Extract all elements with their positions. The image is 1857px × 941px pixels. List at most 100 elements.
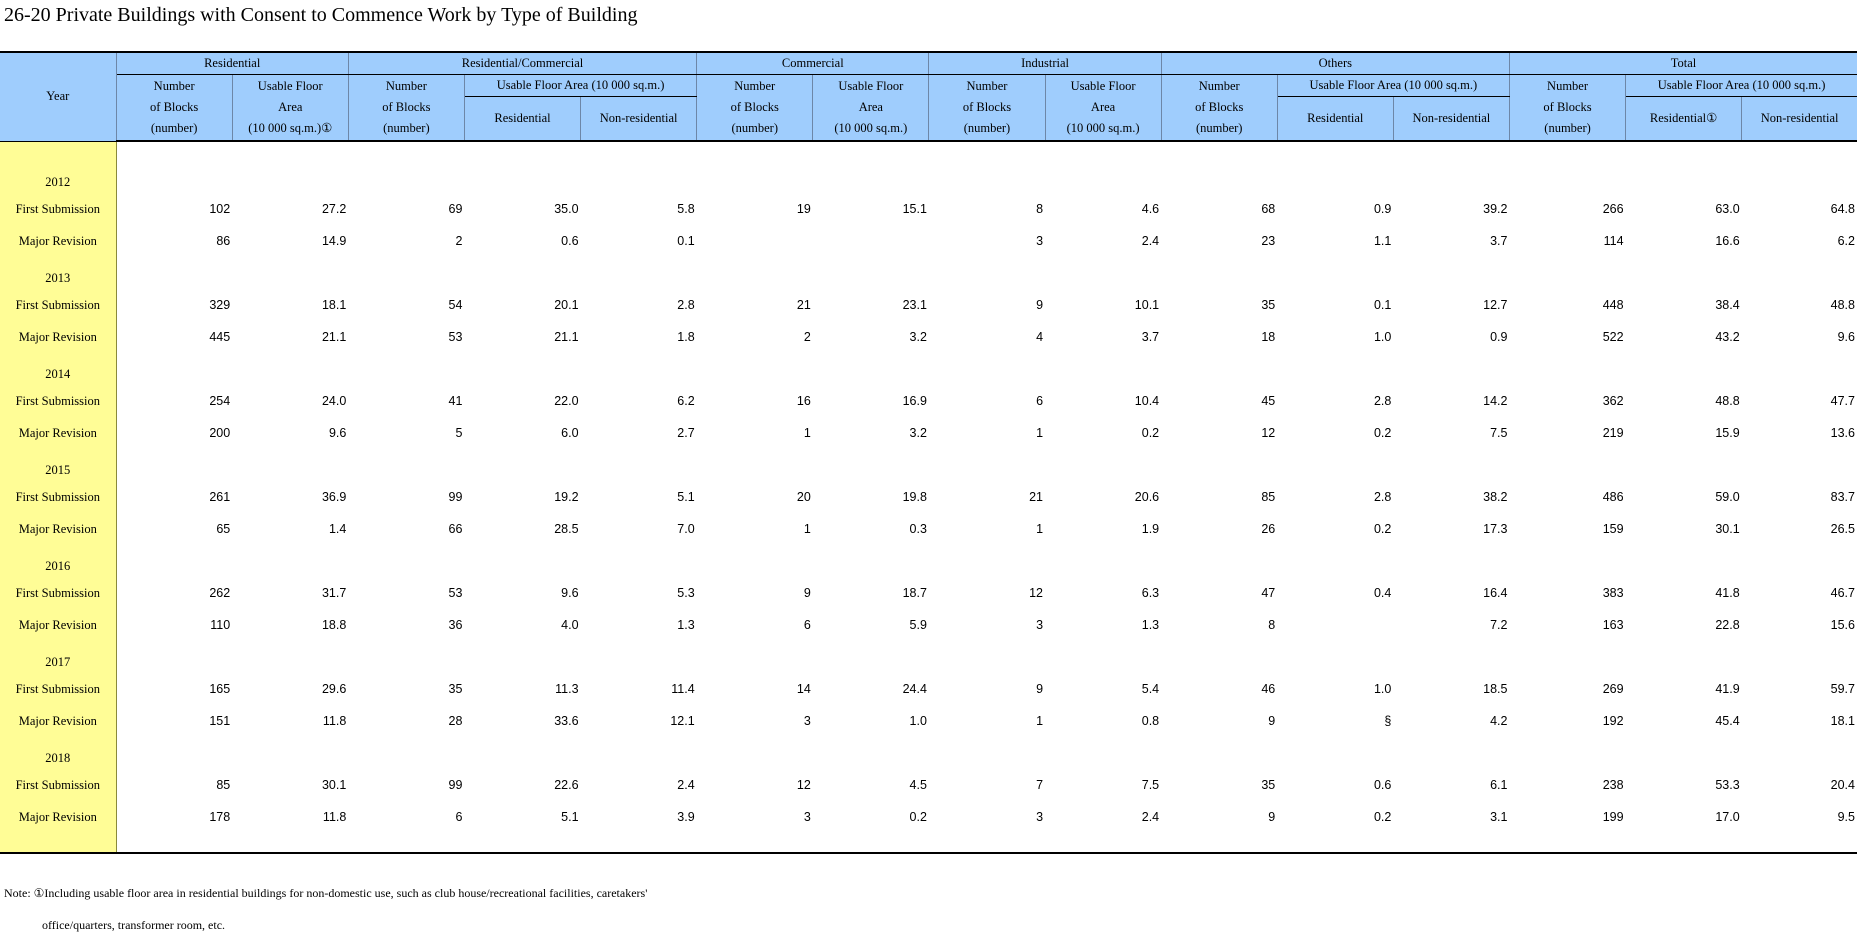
table-cell: 5.1: [677, 490, 695, 504]
table-cell: 7.0: [677, 522, 695, 536]
table-cell: 1.9: [1141, 522, 1160, 536]
table-cell: 6: [455, 810, 463, 824]
table-cell: 11.8: [322, 714, 347, 728]
header-group-others: Others: [1161, 51, 1510, 75]
table-cell: 0.2: [1373, 426, 1392, 440]
table-cell: 35.0: [554, 202, 579, 216]
table-cell: 54: [448, 298, 463, 312]
table-cell: 20.6: [1134, 490, 1160, 504]
table-cell: 41.8: [1715, 586, 1740, 600]
header-residential: Residential: [1277, 96, 1394, 142]
table-cell: 1.1: [1373, 234, 1392, 248]
table-cell: 445: [209, 330, 231, 344]
table-cell: 159: [1602, 522, 1624, 536]
table-cell: 102: [209, 202, 231, 216]
table-cell: 14: [796, 682, 811, 696]
table-cell: 53: [448, 330, 463, 344]
table-cell: 33.6: [554, 714, 579, 728]
table-row: Major Revision 86 14.9 2 0.6 0.1 3 2.4 23 1.1 3.7 1…: [0, 225, 1857, 257]
table-cell: 2.4: [1141, 234, 1160, 248]
table-cell: 21.1: [554, 330, 579, 344]
table-cell: 14.2: [1483, 394, 1508, 408]
row-label: First Submission: [0, 673, 117, 705]
table-cell: 3.7: [1490, 234, 1508, 248]
table-cell: 64.8: [1830, 202, 1855, 216]
table-cell: 85: [216, 778, 231, 792]
year-row: 2018: [0, 737, 1857, 769]
header-usable-span: Usable Floor Area (10 000 sq.m.): [1277, 74, 1510, 97]
row-label: Major Revision: [0, 705, 117, 737]
table-cell: 266: [1602, 202, 1624, 216]
spacer-row: [0, 833, 1857, 854]
header-usable-area: Usable Floor Area (10 000 sq.m.): [1045, 74, 1162, 142]
table-cell: 35: [1261, 298, 1276, 312]
table-cell: 18: [1261, 330, 1276, 344]
table-cell: 151: [209, 714, 231, 728]
table-cell: 12.7: [1483, 298, 1508, 312]
table-row: Major Revision 445 21.1 53 21.1 1.8 2 3.2 4 3.7 18…: [0, 321, 1857, 353]
table-cell: 12: [1261, 426, 1276, 440]
table-cell: 16: [796, 394, 811, 408]
table-cell: 99: [448, 778, 463, 792]
table-cell: 85: [1261, 490, 1276, 504]
table-cell: 0.2: [1373, 810, 1392, 824]
table-cell: 36.9: [321, 490, 347, 504]
table-cell: 21.1: [321, 330, 347, 344]
table-cell: 8: [1268, 618, 1276, 632]
table-cell: 13.6: [1830, 426, 1855, 440]
table-cell: 3: [803, 714, 811, 728]
table-cell: 12: [796, 778, 811, 792]
page-title: 26-20 Private Buildings with Consent to …: [4, 4, 638, 26]
row-label: First Submission: [0, 481, 117, 513]
table-cell: 0.1: [1373, 298, 1392, 312]
table-cell: 6: [1036, 394, 1044, 408]
table-cell: 3: [1036, 234, 1044, 248]
year-row: 2016: [0, 545, 1857, 577]
year-label: 2012: [0, 161, 117, 193]
table-row: First Submission 254 24.0 41 22.0 6.2 16 16.9 6 1…: [0, 385, 1857, 417]
table-row: First Submission 102 27.2 69 35.0 5.8 19 15.1 8 4…: [0, 193, 1857, 225]
table-cell: 83.7: [1830, 490, 1855, 504]
table-cell: 7.2: [1490, 618, 1508, 632]
table-cell: 9: [1036, 682, 1044, 696]
table-cell: 9: [1268, 810, 1276, 824]
table-cell: 262: [209, 586, 231, 600]
table-row: First Submission 165 29.6 35 11.3 11.4 14 24.4 9…: [0, 673, 1857, 705]
table-cell: 26.5: [1830, 522, 1855, 536]
table-cell: 522: [1602, 330, 1624, 344]
footnote-line-1: Note: ①Including usable floor area in re…: [4, 886, 648, 900]
table-cell: 165: [209, 682, 231, 696]
table-cell: 0.3: [909, 522, 927, 536]
table-cell: 4.5: [909, 778, 927, 792]
table-cell: 0.9: [1490, 330, 1508, 344]
table-cell: 6.1: [1490, 778, 1508, 792]
table-cell: 9: [1036, 298, 1044, 312]
table-cell: 486: [1602, 490, 1624, 504]
table-cell: 48.8: [1830, 298, 1855, 312]
year-row: 2012: [0, 161, 1857, 193]
table-cell: 8: [1036, 202, 1044, 216]
table-cell: 2.7: [677, 426, 695, 440]
table-cell: 20: [796, 490, 811, 504]
table-cell: 46: [1261, 682, 1276, 696]
table-row: First Submission 262 31.7 53 9.6 5.3 9 18.7 12 6.…: [0, 577, 1857, 609]
year-row: 2017: [0, 641, 1857, 673]
table-cell: 9: [803, 586, 811, 600]
table-cell: 5.8: [677, 202, 695, 216]
table-cell: 3.2: [909, 330, 927, 344]
table-cell: 41: [448, 394, 463, 408]
footnote-line-2: office/quarters, transformer room, etc.: [42, 918, 226, 932]
table-cell: 4.2: [1490, 714, 1508, 728]
table-cell: 59.0: [1715, 490, 1740, 504]
table-cell: [1277, 609, 1393, 641]
table-cell: 48.8: [1715, 394, 1740, 408]
row-label: First Submission: [0, 769, 117, 801]
table-cell: 99: [448, 490, 463, 504]
table-cell: 30.1: [1715, 522, 1740, 536]
table-cell: §: [1384, 714, 1392, 728]
header-usable-area: Usable Floor Area (10 000 sq.m.)①: [232, 74, 349, 142]
year-cell: [0, 141, 117, 161]
table-cell: 28: [448, 714, 463, 728]
table-cell: 16.4: [1483, 586, 1508, 600]
table-cell: 53: [448, 586, 463, 600]
